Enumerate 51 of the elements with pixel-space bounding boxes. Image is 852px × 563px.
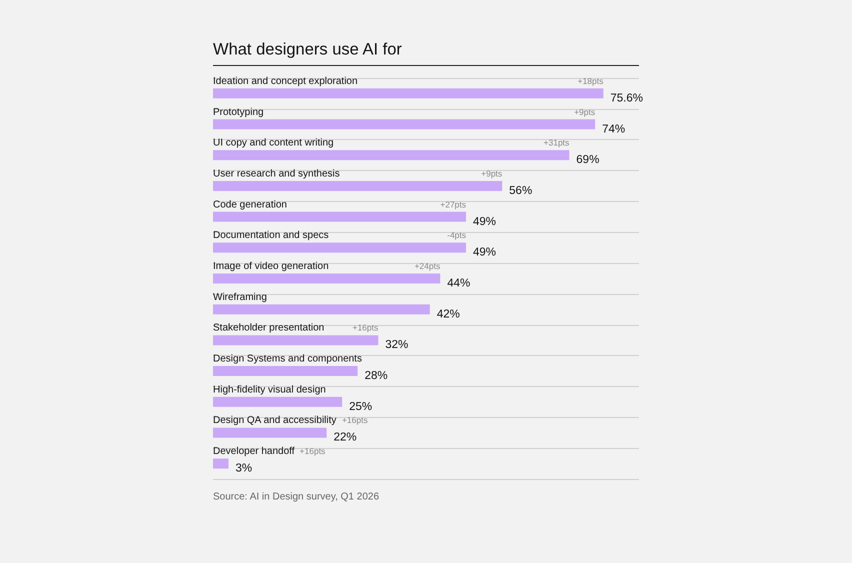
data-label: 49%	[473, 246, 496, 259]
data-label: 25%	[349, 400, 372, 413]
bar	[213, 180, 502, 191]
y-tick-label: Prototyping	[213, 106, 264, 118]
data-label: 44%	[447, 278, 470, 290]
data-label: 32%	[385, 339, 408, 352]
annotation: +16pts	[352, 322, 378, 333]
data-label: 75.6%	[610, 92, 643, 104]
y-tick-label: Stakeholder presentation	[213, 322, 324, 334]
annotation: +9pts	[481, 168, 502, 178]
source-note: Source: AI in Design survey, Q1 2026	[213, 492, 380, 502]
y-tick-label: User research and synthesis	[213, 168, 340, 180]
bar	[213, 396, 342, 407]
bar	[213, 335, 378, 346]
bar	[213, 88, 604, 98]
annotation: +9pts	[574, 106, 596, 117]
bar	[213, 428, 327, 438]
annotation: +31pts	[544, 138, 570, 148]
data-label: 22%	[334, 432, 357, 444]
y-tick-label: Documentation and specs	[213, 230, 329, 242]
y-tick-label: Ideation and concept exploration	[213, 76, 358, 87]
data-label: 3%	[235, 462, 252, 475]
bar	[213, 212, 466, 222]
data-label: 28%	[364, 370, 388, 382]
y-tick-label: High-fidelity visual design	[213, 384, 326, 396]
annotation: +24pts	[414, 261, 440, 271]
data-label: 69%	[576, 154, 600, 166]
y-tick-label: Design QA and accessibility	[213, 415, 336, 426]
bar	[213, 304, 430, 314]
bar	[213, 150, 570, 160]
bar	[213, 366, 358, 376]
y-tick-label: Design Systems and components	[213, 354, 362, 365]
data-label: 42%	[436, 308, 460, 320]
annotation: +16pts	[342, 415, 368, 426]
bar	[213, 274, 440, 284]
data-label: 74%	[602, 123, 626, 136]
bar	[213, 242, 466, 253]
y-tick-label: Image of video generation	[213, 261, 329, 272]
data-label: 49%	[473, 216, 496, 228]
chart-title: What designers use AI for	[213, 40, 402, 58]
data-label: 56%	[509, 184, 532, 197]
annotation: +27pts	[440, 199, 466, 210]
bar	[213, 119, 596, 130]
annotation: +18pts	[578, 76, 604, 86]
annotation: -4pts	[447, 230, 466, 240]
annotation: +16pts	[300, 446, 326, 456]
y-tick-label: Developer handoff	[213, 446, 295, 458]
y-tick-label: Code generation	[213, 199, 287, 210]
bar	[213, 458, 228, 469]
y-tick-label: Wireframing	[213, 292, 267, 303]
y-tick-label: UI copy and content writing	[213, 138, 334, 149]
